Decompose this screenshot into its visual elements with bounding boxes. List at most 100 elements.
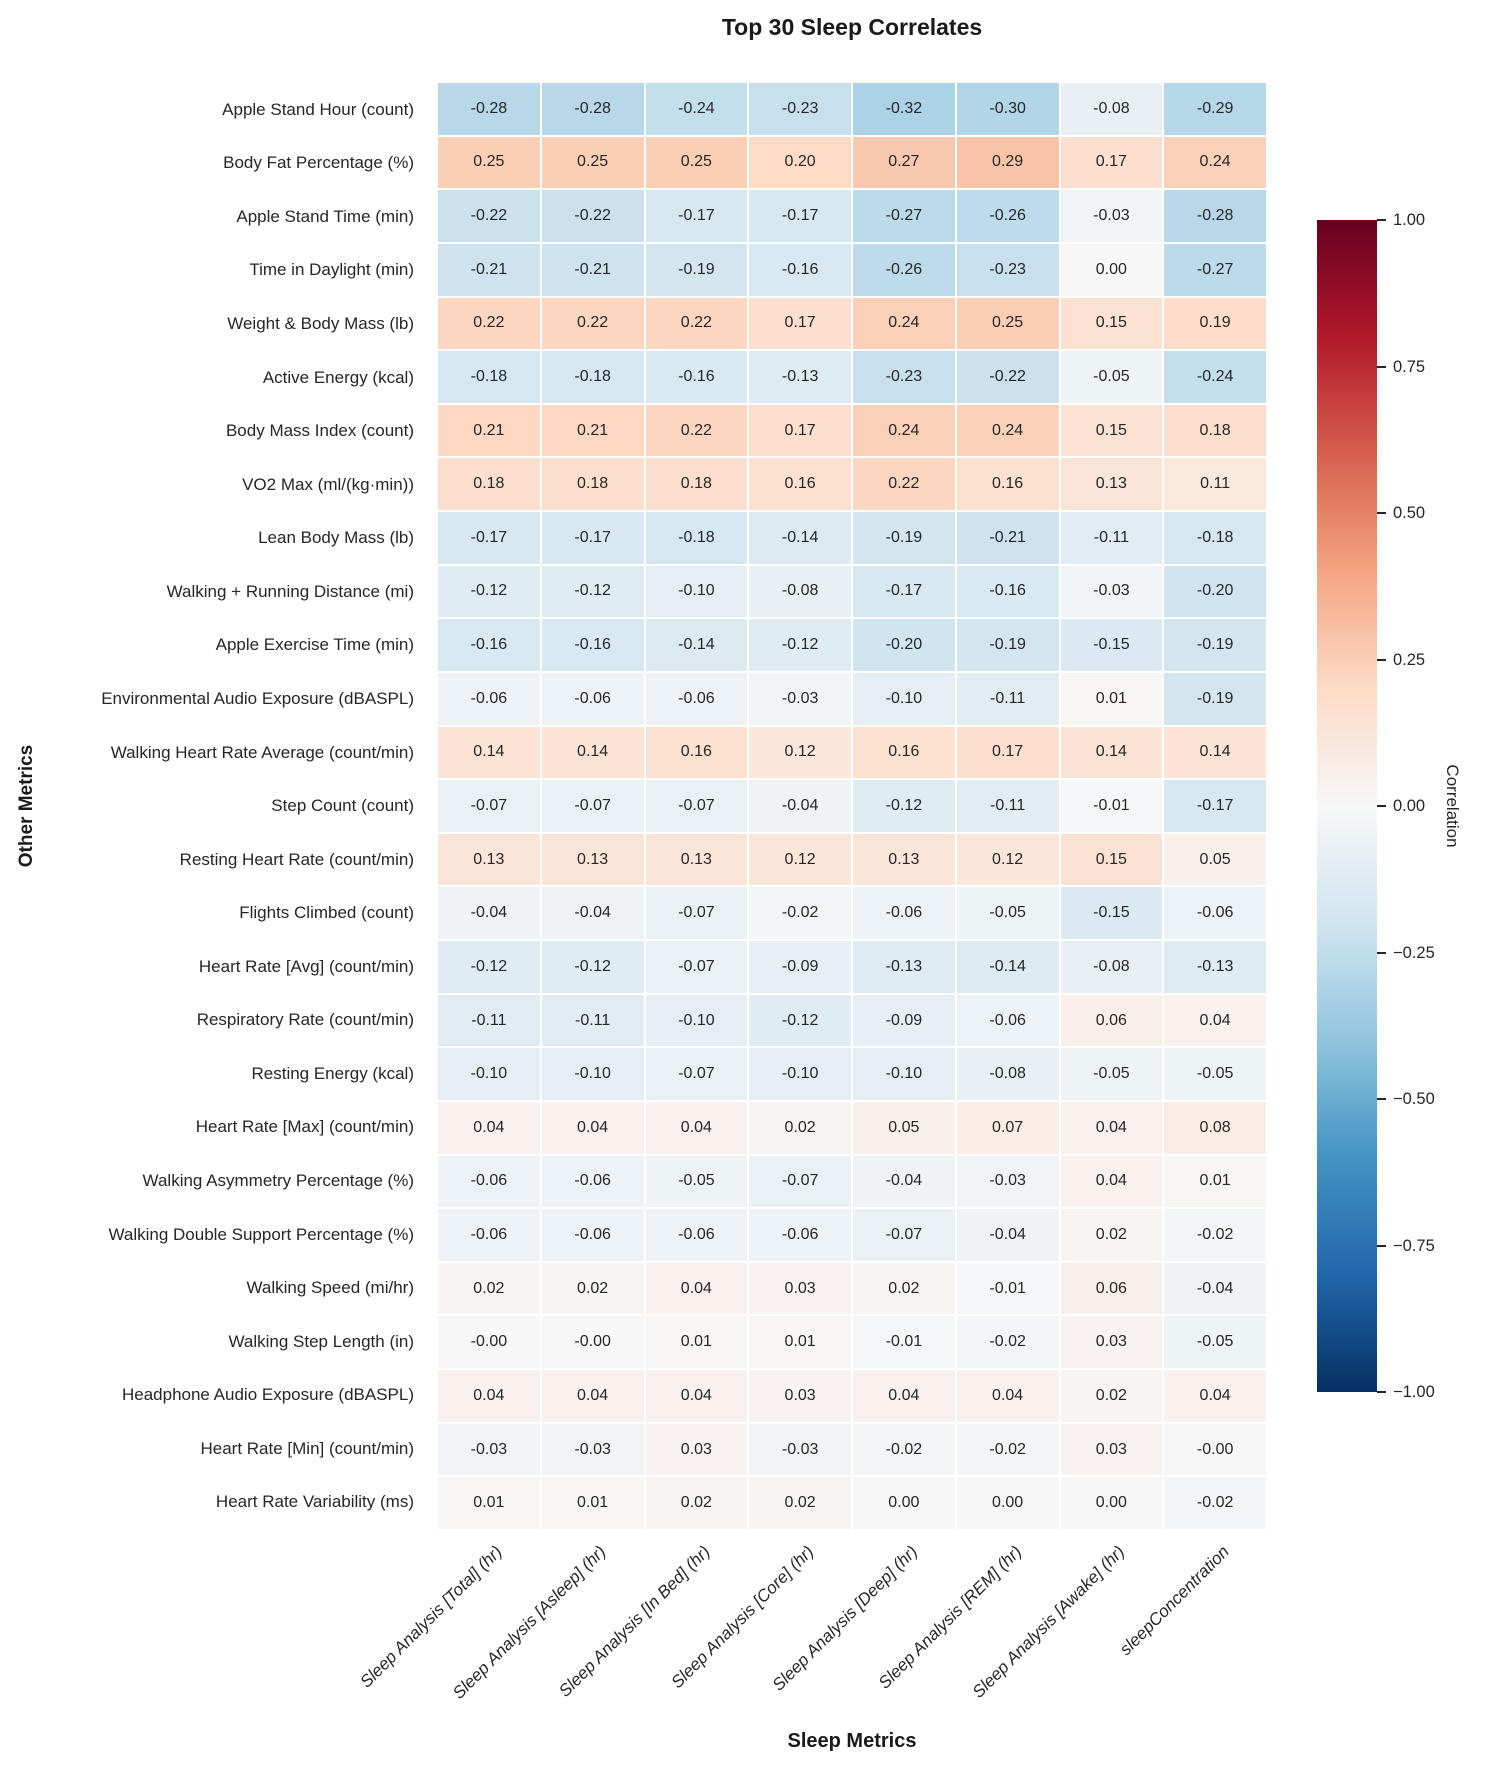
- heatmap-cell: 0.17: [749, 404, 851, 457]
- chart-title: Top 30 Sleep Correlates: [721, 14, 983, 40]
- row-label: Body Mass Index (count): [225, 421, 414, 441]
- heatmap-cell: 0.01: [749, 1316, 851, 1369]
- colorbar-tick-mark: [1377, 1098, 1386, 1100]
- heatmap-cell: 0.00: [853, 1477, 955, 1529]
- heatmap-cell: 0.13: [1060, 458, 1163, 511]
- heatmap-cell: -0.12: [438, 565, 540, 618]
- heatmap-cell: -0.13: [853, 941, 955, 993]
- heatmap-cell: -0.05: [645, 1155, 748, 1208]
- heatmap-cell: 0.16: [645, 726, 748, 779]
- column-label: sleepConcentration: [1115, 1542, 1233, 1660]
- heatmap-cell: 0.12: [749, 726, 851, 779]
- heatmap-cell: -0.12: [749, 994, 851, 1047]
- heatmap-cell: 0.16: [749, 458, 851, 511]
- heatmap-cell: 0.04: [438, 1101, 540, 1154]
- heatmap-cell: 0.15: [1060, 297, 1163, 350]
- heatmap-cell: -0.07: [645, 941, 748, 993]
- heatmap-cell: 0.17: [749, 297, 851, 350]
- heatmap-cell: -0.17: [541, 512, 644, 564]
- heatmap-cell: 0.19: [1164, 297, 1266, 350]
- row-label: Apple Exercise Time (min): [215, 635, 414, 655]
- heatmap-cell: -0.03: [541, 1423, 644, 1476]
- heatmap-cell: 0.18: [438, 458, 540, 511]
- heatmap-cell: 0.11: [1164, 458, 1266, 511]
- heatmap-cell: -0.04: [438, 887, 540, 940]
- heatmap-cell: -0.06: [1164, 887, 1266, 940]
- heatmap-cell: -0.30: [956, 83, 1059, 135]
- heatmap-cell: 0.05: [853, 1101, 955, 1154]
- heatmap-cell: -0.11: [1060, 512, 1163, 564]
- heatmap-cell: -0.01: [1060, 780, 1163, 832]
- heatmap-cell: 0.03: [1060, 1423, 1163, 1476]
- heatmap-cell: 0.02: [438, 1262, 540, 1315]
- heatmap-cell: -0.32: [853, 83, 955, 135]
- heatmap-cell: 0.24: [853, 297, 955, 350]
- x-axis-title: Sleep Metrics: [787, 1730, 917, 1752]
- heatmap-cell: 0.22: [853, 458, 955, 511]
- row-label: Body Fat Percentage (%): [223, 153, 414, 173]
- heatmap-cell: -0.17: [853, 565, 955, 618]
- heatmap-cell: 0.25: [645, 136, 748, 189]
- colorbar-tick-label: 1.00: [1393, 211, 1426, 229]
- colorbar-tick-label: 0.50: [1393, 504, 1426, 522]
- heatmap-cell: -0.05: [1060, 351, 1163, 403]
- heatmap-cell: 0.03: [749, 1370, 851, 1422]
- heatmap-cell: 0.04: [956, 1370, 1059, 1422]
- colorbar-tick-mark: [1377, 658, 1386, 661]
- row-label: Respiratory Rate (count/min): [196, 1010, 414, 1030]
- heatmap-cell: 0.04: [1164, 994, 1266, 1047]
- heatmap-cell: -0.01: [853, 1316, 955, 1369]
- heatmap-cell: 0.29: [956, 136, 1059, 189]
- heatmap-cell: -0.17: [749, 190, 851, 242]
- heatmap-cell: 0.13: [853, 833, 955, 886]
- row-label: Weight & Body Mass (lb): [227, 314, 414, 334]
- row-label: Heart Rate [Avg] (count/min): [198, 956, 414, 976]
- heatmap-cell: 0.02: [541, 1262, 644, 1315]
- heatmap-cell: -0.24: [645, 83, 748, 135]
- heatmap-cell: 0.12: [749, 833, 851, 886]
- heatmap-cell: -0.10: [853, 672, 955, 725]
- row-label: Active Energy (kcal): [262, 367, 414, 387]
- heatmap-cell: -0.24: [1164, 351, 1266, 403]
- heatmap-cell: -0.06: [541, 1155, 644, 1208]
- heatmap-cell: 0.17: [956, 726, 1059, 779]
- colorbar-tick-label: −0.25: [1393, 943, 1435, 962]
- row-label: Walking Step Length (in): [228, 1331, 414, 1351]
- heatmap-cell: 0.22: [645, 297, 748, 350]
- heatmap-cell: -0.19: [1164, 672, 1266, 725]
- row-label: Walking Asymmetry Percentage (%): [142, 1171, 414, 1191]
- heatmap-cell: 0.00: [956, 1477, 1059, 1529]
- heatmap-cell: -0.08: [1060, 941, 1163, 993]
- heatmap-cell: -0.15: [1060, 619, 1163, 671]
- heatmap-cell: -0.27: [1164, 243, 1266, 296]
- heatmap-cell: 0.18: [645, 458, 748, 511]
- heatmap-cell: -0.07: [438, 780, 540, 832]
- row-label: Walking Speed (mi/hr): [246, 1278, 414, 1298]
- heatmap-cell: -0.07: [853, 1209, 955, 1261]
- heatmap-cell: -0.06: [645, 1209, 748, 1261]
- heatmap-cell: 0.04: [438, 1370, 540, 1422]
- heatmap-cell: -0.22: [438, 190, 540, 242]
- heatmap-cell: -0.02: [853, 1423, 955, 1476]
- colorbar-tick-label: 0.75: [1393, 357, 1426, 376]
- heatmap-cell: 0.01: [438, 1477, 540, 1529]
- heatmap-cell: -0.08: [749, 565, 851, 618]
- heatmap-cell: -0.22: [956, 351, 1059, 403]
- heatmap-cell: 0.06: [1060, 994, 1163, 1047]
- heatmap-cell: 0.04: [645, 1370, 748, 1422]
- heatmap-cell: -0.27: [853, 190, 955, 242]
- heatmap-cell: 0.24: [956, 404, 1059, 457]
- heatmap-cell: -0.13: [1164, 941, 1266, 993]
- heatmap-cell: 0.02: [749, 1477, 851, 1529]
- heatmap-cell: -0.12: [749, 619, 851, 671]
- row-label: Resting Energy (kcal): [251, 1063, 414, 1083]
- heatmap-cell: 0.18: [1164, 404, 1266, 457]
- heatmap-cell: 0.20: [749, 136, 851, 189]
- heatmap-cell: -0.06: [853, 887, 955, 940]
- heatmap-cell: -0.06: [645, 672, 748, 725]
- heatmap-cell: -0.10: [853, 1048, 955, 1100]
- row-label: Apple Stand Time (min): [236, 206, 414, 226]
- heatmap-cell: -0.11: [541, 994, 644, 1047]
- heatmap-cell: 0.15: [1060, 404, 1163, 457]
- heatmap-cell: -0.23: [853, 351, 955, 403]
